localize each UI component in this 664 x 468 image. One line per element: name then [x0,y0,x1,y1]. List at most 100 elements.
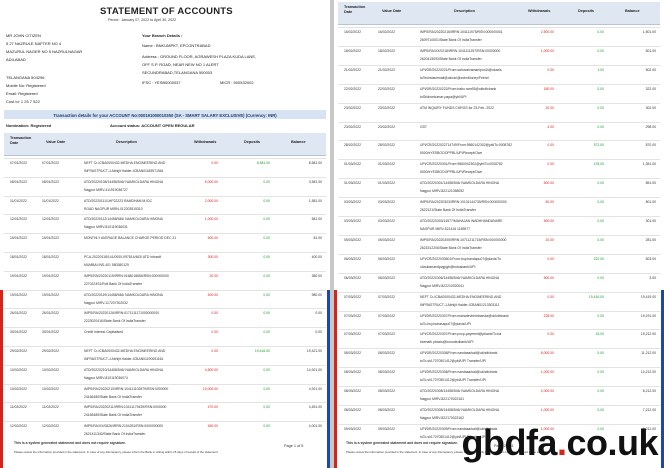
right-accent-stripe [661,290,664,468]
value-date: 26/01/2022 [42,311,59,316]
description-line-1: ATD/20220303/14577/MAHAJAN WADHHANDANARE [420,219,503,223]
description-line-1: UPI/DR/20220307/From:mahadevbhimbanda@ok… [420,313,509,318]
withdrawal-amount: 0.00 [211,330,218,335]
description-line-2: Nagpur MIRV-810119036031 [84,225,128,230]
withdrawal-amount: 470.00 [207,405,218,410]
balance-amount: 581.00 [311,217,322,222]
balance-amount: 4,921.00 [308,386,322,391]
balance-amount: 19,212.00 [640,332,656,337]
description-line-1: ATM INQUIRY FUNDS CHRGS for 23-Feb -2022 [420,105,494,110]
value-date: 11/02/2022 [42,405,59,410]
col-deposits: Deposits [578,9,595,13]
row-divider [4,270,326,272]
description-line-1: PCA-20220118/141/0000-097814/463/ ATD in… [84,255,162,259]
txn-date: 07/03/2022 [344,294,361,299]
row-divider [4,176,326,178]
row-divider [4,308,326,310]
row-divider [338,423,660,425]
withdrawal-amount: 1,000.00 [204,217,218,222]
value-date: 19/01/2022 [42,273,59,278]
txn-date: 07/01/2022 [10,161,27,165]
description-line-2: MUMBAI INS-401 580380129 [84,263,129,267]
description-line-1: IMPS/RA/20220303/IRRN:10131144739/RSN:00… [420,200,507,205]
deposit-amount: 0.00 [597,86,604,91]
txn-date: 09/03/2022 [344,426,361,431]
withdrawal-amount: 450.00 [207,424,218,429]
withdrawal-amount: 500.00 [207,236,218,241]
txn-date: 23/02/2022 [344,124,361,129]
col-txn-date: Transaction Date [344,5,366,14]
description-line-1: UPI/DR/20220221/From:sahuvalvamanipur44@… [420,67,502,72]
description-line-1: ATD/20220308/14458/546/ NAMKOLDARA HINGN… [420,408,500,412]
row-divider [338,45,660,47]
txn-date: 01/03/2022 [344,181,361,186]
description-line-2: 2621411340/State Bank Of IndiaTransfer [84,432,146,437]
description-line-1: UPI/DR/20220308/From:nandasarkali@okhdfc… [420,370,498,375]
row-divider [338,27,660,28]
balance-amount: 322.00 [645,86,656,91]
row-divider [4,421,326,423]
description-line-1: ATD/20220108/14458/546/ NAMKOLDARA HINGN… [84,179,164,184]
description-line-1: UPI/CR/2022022714749/From:9860142302@ybl… [420,143,513,148]
deposit-amount: 0.00 [263,292,270,297]
txn-date: 29/02/2022 [10,349,27,353]
txn-date: 19/01/2022 [10,292,27,297]
txn-date: 03/03/2022 [344,219,361,223]
description-line-2: INFRASTRUCT-J.Abhijit Halder-ICBAN012133… [420,302,500,307]
balance-amount: 81.00 [313,236,323,241]
deposit-amount: 222.00 [593,256,604,261]
customer-address-line: Mobile No: Registered [6,83,46,88]
description-line-1: IMPS/RA/20220210/IRRN:104111102879/RSN:0… [84,386,169,391]
withdrawal-amount: 0.00 [547,67,554,72]
customer-address-line: MAZURUL NAGER NO 5 NAZRULNAGAR [6,49,83,54]
value-date: 06/03/2022 [378,256,395,261]
description-line-2: 2621512206/State Bank Of IndiaTransfer [420,245,482,250]
description-line-2: 5000/eYESBOOOPPBL/UPI/Recept/Own [420,151,483,156]
description-line-1: GST [420,124,427,129]
description-line-2: 2270224S1/Roll Bank Of IndiaTransfer [84,281,143,286]
col-deposits: Deposits [244,140,261,144]
deposit-amount: 0.00 [263,311,270,316]
customer-address-line: ADILABAD [6,57,26,62]
col-value-date: Value Date [46,140,66,144]
description-line-1: IMPS/RA/20220119/IRRN:0168018656/RSN:000… [84,273,169,278]
description-line-1: IMPS/RA/20220216/IRRN:104111975/RSN:0000… [420,30,503,34]
value-date: 01/03/2022 [378,162,395,167]
balance-amount: 1,351.00 [642,162,656,167]
txn-date: 15/01/2022 [10,236,27,241]
col-value-date: Value Date [382,9,402,13]
left-accent-stripe [334,290,337,468]
withdrawal-amount: 4.00 [547,124,554,129]
value-date: 08/01/2022 [42,179,59,184]
description-line-1: ATD/20220308/14458/546/ NAMKOLDARA HINGN… [420,389,500,394]
row-divider [4,214,326,216]
page-number-2: Page 2 of 5 [494,444,514,448]
row-divider [338,348,660,350]
balance-amount: 501.00 [645,48,656,53]
txn-date: 26/01/2022 [10,311,27,316]
deposit-amount: 0.00 [597,275,604,280]
value-date: 07/03/2022 [378,294,395,299]
withdrawal-amount: 4,500.00 [204,367,218,372]
deposit-amount: 0.00 [597,124,604,129]
col-withdrawals: Withdrawals [528,9,551,13]
description-line-2: Nagpur MIRV-822170022161 [420,397,465,402]
description-line-1: UPI/CR/2022030601/From:buy.bandapu07@pla… [420,256,501,261]
statement-page-1: STATEMENT OF ACCOUNTS Period : January 0… [0,0,330,468]
balance-amount: 380.00 [311,273,322,278]
deposit-amount: 0.00 [263,386,270,391]
value-date: 21/02/2022 [378,67,395,72]
row-divider [4,289,326,291]
value-date: 08/03/2022 [378,408,395,412]
balance-amount: 1,581.00 [308,198,322,203]
value-date: 06/03/2022 [378,275,395,280]
deposit-amount: 0.00 [597,181,604,186]
withdrawal-amount: 500.00 [543,275,554,280]
col-withdrawals: Withdrawals [194,140,217,144]
withdrawal-amount: 20.00 [545,237,555,242]
balance-amount: 19,419.00 [640,294,656,299]
branch-address-2: OFF S.P. ROAD, NEAR NEW NO 1 ALERT [142,62,219,67]
row-divider [4,402,326,404]
account-banner: Transaction details for your ACCOUNT No:… [4,110,326,119]
value-date: 18/02/2022 [378,48,395,53]
